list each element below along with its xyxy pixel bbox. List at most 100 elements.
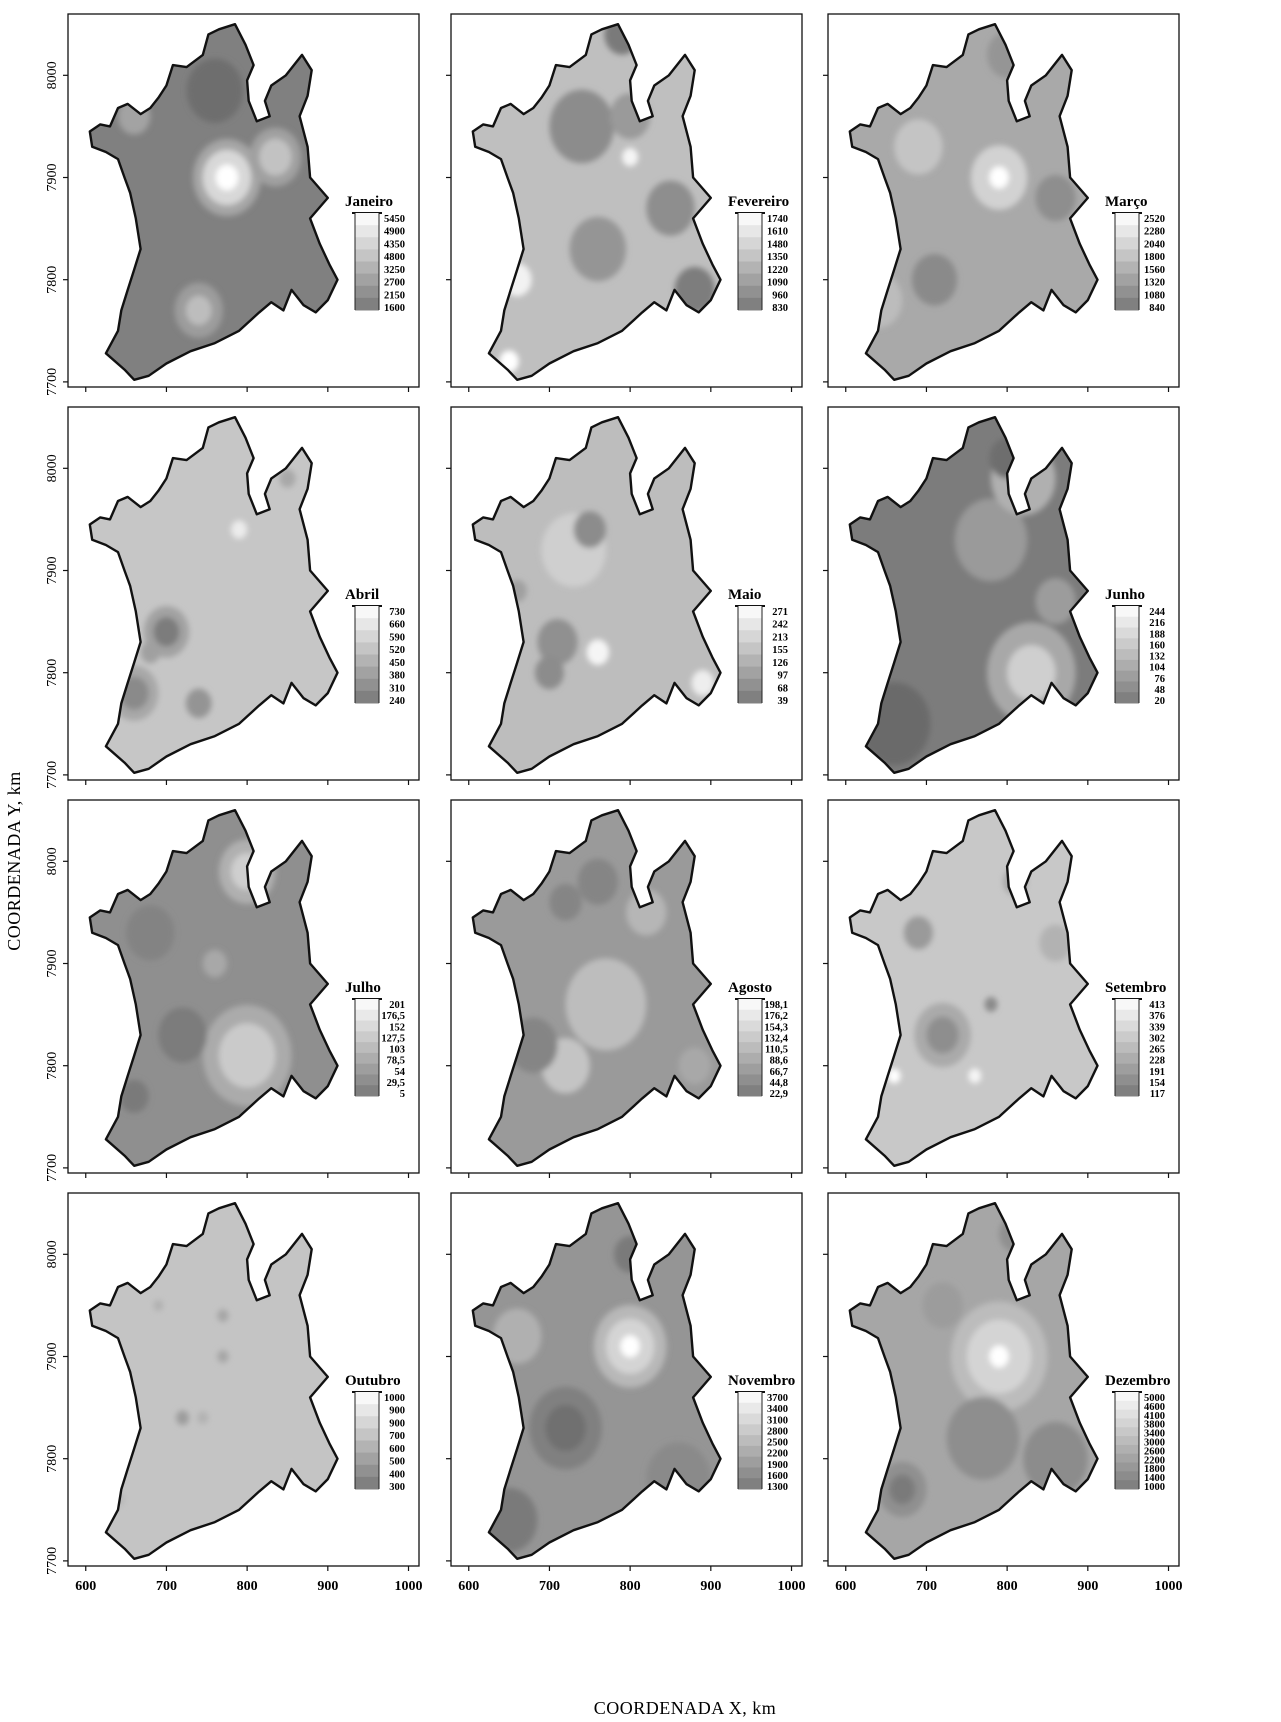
legend-value: 154,3 <box>764 1022 788 1033</box>
contour-zone <box>126 905 175 961</box>
legend-swatch <box>355 1009 379 1022</box>
legend-value: 20 <box>1155 696 1166 707</box>
legend-swatch <box>738 1424 762 1436</box>
legend-value: 198,1 <box>764 1000 788 1011</box>
panel-border <box>827 406 1180 781</box>
legend-value: 48 <box>1155 685 1166 696</box>
legend-swatch <box>1115 1480 1139 1490</box>
legend-swatch <box>738 1063 762 1075</box>
legend-value: 242 <box>772 620 788 631</box>
legend-swatch <box>355 225 379 238</box>
contour-zone <box>202 949 227 978</box>
panel-border <box>450 799 803 1174</box>
y-tick-label: 8000 <box>45 454 60 482</box>
legend-value: 600 <box>389 1444 405 1455</box>
legend-swatch <box>355 690 379 704</box>
legend-value: 840 <box>1149 303 1165 314</box>
contour-zone <box>176 1410 190 1426</box>
legend-swatch <box>738 249 762 262</box>
panel-border <box>67 406 420 781</box>
legend-swatch <box>1115 1400 1139 1411</box>
contour-zone <box>926 1016 959 1054</box>
legend-value: 1560 <box>1144 265 1165 276</box>
y-tick-label: 8000 <box>45 1240 60 1268</box>
legend-swatch <box>738 1413 762 1425</box>
y-tick-label: 7800 <box>45 1445 60 1473</box>
contour-zone <box>968 1068 982 1084</box>
legend-swatch <box>355 1428 379 1441</box>
legend-value: 4350 <box>384 239 405 250</box>
legend-value: 213 <box>772 632 788 643</box>
legend-value: 22,9 <box>770 1089 788 1100</box>
contour-zone <box>569 216 627 282</box>
legend-value: 302 <box>1149 1033 1165 1044</box>
legend-value: 88,6 <box>770 1056 788 1067</box>
map-outline <box>471 1201 722 1561</box>
contour-zone <box>1035 174 1076 221</box>
legend-value: 78,5 <box>387 1056 405 1067</box>
legend-swatch <box>1115 1392 1139 1402</box>
contour-zone <box>646 180 695 236</box>
legend-value: 66,7 <box>770 1067 788 1078</box>
legend-swatch <box>355 630 379 643</box>
legend-value: 132 <box>1149 652 1165 663</box>
legend-swatch <box>355 606 379 619</box>
legend-value: 5 <box>400 1089 405 1100</box>
legend-swatch <box>355 1042 379 1054</box>
contour-zone <box>186 58 244 123</box>
legend-swatch <box>738 654 762 668</box>
legend-value: 265 <box>1149 1045 1165 1056</box>
contour-zone <box>549 883 582 921</box>
legend-value: 132,4 <box>764 1033 788 1044</box>
legend-swatch <box>1115 1009 1139 1022</box>
map-outline <box>88 1201 339 1561</box>
legend-value: 520 <box>389 645 405 656</box>
legend-swatch <box>355 1464 379 1478</box>
panel-border <box>67 1192 420 1567</box>
legend-value: 1320 <box>1144 278 1165 289</box>
legend-value: 76 <box>1155 674 1166 685</box>
legend-value: 3800 <box>1144 1420 1165 1431</box>
legend-swatch <box>1115 1418 1139 1428</box>
legend-value: 2150 <box>384 290 405 301</box>
legend-value: 3000 <box>1144 1438 1165 1449</box>
legend-value: 1400 <box>1144 1473 1165 1484</box>
legend: Agosto 198,1176,2154,3132,4110,588,666,74… <box>728 980 789 1100</box>
contour-zone <box>911 253 958 306</box>
legend-swatch <box>1115 681 1139 693</box>
legend-swatch <box>1115 1453 1139 1464</box>
contour-zone <box>573 511 606 549</box>
legend-value: 188 <box>1149 629 1165 640</box>
legend-swatch <box>738 666 762 680</box>
panel-border <box>67 799 420 1174</box>
contour-zone <box>565 958 647 1051</box>
legend-value: 900 <box>389 1406 405 1417</box>
month-title: Outubro <box>345 1373 401 1389</box>
legend-swatch <box>355 654 379 668</box>
contour-zone <box>1023 1421 1088 1496</box>
legend-value: 39 <box>778 696 789 707</box>
legend-value: 310 <box>389 683 405 694</box>
x-axis-title: COORDENADA X, km <box>594 1698 777 1718</box>
contour-zone <box>545 1405 586 1452</box>
legend-swatch <box>738 1435 762 1447</box>
legend-value: 160 <box>1149 640 1165 651</box>
legend-swatch <box>1115 261 1139 275</box>
contour-zone <box>678 1047 711 1085</box>
map-outline <box>848 416 1099 774</box>
legend-swatch <box>1115 237 1139 250</box>
contour-zone <box>989 166 1009 189</box>
legend-value: 700 <box>389 1431 405 1442</box>
month-title: Setembro <box>1105 980 1166 996</box>
legend-value: 1080 <box>1144 290 1165 301</box>
legend-value: 4600 <box>1144 1402 1165 1413</box>
legend-value: 1220 <box>767 265 788 276</box>
legend-value: 176,2 <box>764 1011 788 1022</box>
legend-value: 2200 <box>1144 1455 1165 1466</box>
legend-value: 271 <box>772 607 788 618</box>
legend-swatch <box>355 1052 379 1065</box>
